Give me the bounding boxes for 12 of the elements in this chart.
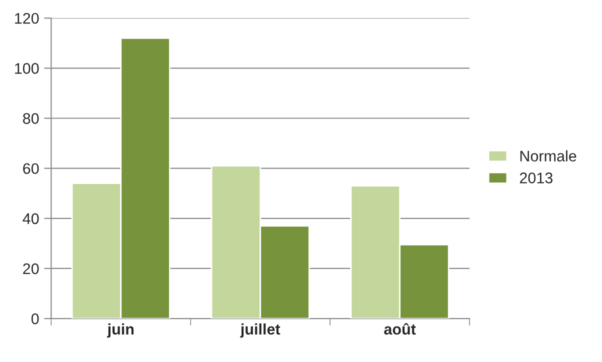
y-tick-label: 120: [15, 12, 39, 24]
legend-label: 2013: [520, 172, 552, 184]
x-tick-label: juillet: [240, 323, 280, 338]
y-tick-label: 20: [23, 263, 39, 274]
legend-label: Normale: [520, 150, 576, 162]
y-tick-label: 0: [31, 313, 39, 324]
x-tick-label: juin: [107, 323, 134, 338]
y-tick-label: 80: [23, 113, 39, 124]
x-tick-label: août: [384, 323, 416, 335]
y-tick-label: 60: [23, 163, 39, 174]
y-tick-label: 40: [22, 213, 39, 224]
y-tick-label: 100: [15, 63, 39, 74]
